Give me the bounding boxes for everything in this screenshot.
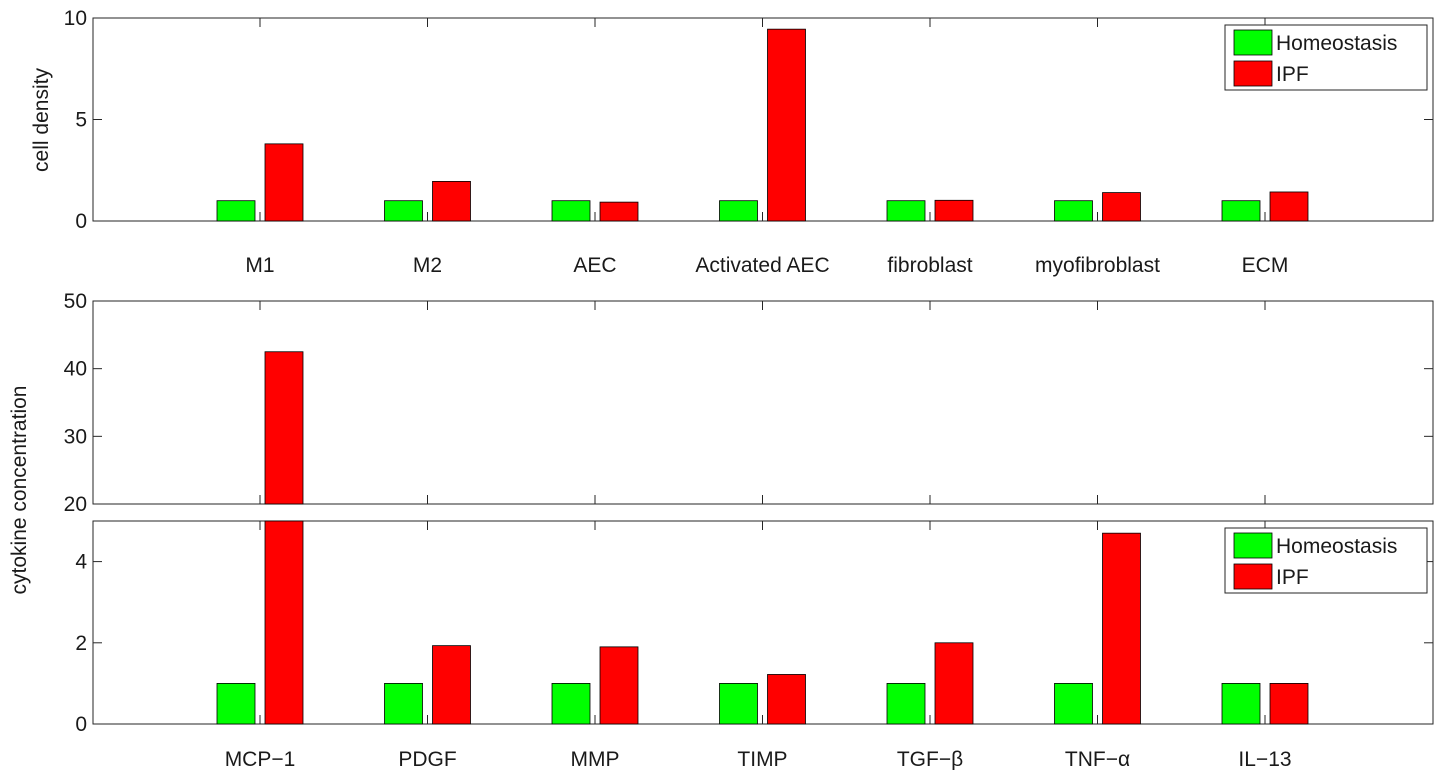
bar-homeostasis-pdgf: [384, 683, 423, 725]
category-label-mmp: MMP: [571, 748, 620, 770]
cell-density-y-tick-labels: 0 5 10: [64, 7, 87, 233]
bar-ipf-mcp-1-lower: [264, 520, 304, 725]
category-label-il-13: IL−13: [1238, 748, 1291, 770]
category-label-tgf: TGF−β: [897, 748, 963, 770]
bar-homeostasis-mcp-1: [216, 683, 256, 725]
legend-label-homeostasis: Homeostasis: [1276, 535, 1397, 558]
cell-density-y-axis-label: cell density: [30, 68, 53, 172]
y-tick-label: 2: [75, 632, 87, 655]
bar-ipf-pdgf: [432, 645, 471, 725]
cytokine-panel: cytokine concentration 0 2 4 20 30 40 50 MCP−1…: [8, 290, 1434, 770]
bar-homeostasis-fibroblast: [886, 200, 926, 222]
bar-ipf-tgf: [934, 642, 974, 725]
y-tick-label: 5: [75, 109, 87, 132]
bar-ipf-mmp: [599, 646, 639, 725]
bar-homeostasis-activated-aec: [719, 200, 758, 222]
category-label-tnf: TNF−α: [1065, 748, 1130, 770]
cytokine-ticks: [93, 300, 1433, 725]
bar-ipf-timp: [767, 674, 806, 725]
y-tick-label: 20: [64, 493, 87, 516]
y-tick-label: 0: [75, 210, 87, 233]
category-label-timp: TIMP: [737, 748, 787, 770]
cell-density-legend: Homeostasis IPF: [1224, 24, 1428, 91]
bar-ipf-m2: [432, 181, 471, 222]
legend-label-homeostasis: Homeostasis: [1276, 32, 1397, 55]
bar-ipf-il-13: [1269, 683, 1309, 725]
cell-density-panel: cell density 0 5 10 M1 M2 AEC Activated AEC fi…: [30, 7, 1434, 277]
category-label-mcp-1: MCP−1: [225, 748, 296, 770]
category-label-activated-aec: Activated AEC: [695, 254, 829, 277]
cytokine-lower-plot-area: [92, 520, 1434, 725]
bar-homeostasis-m2: [384, 200, 423, 222]
category-label-m2: M2: [413, 254, 442, 277]
legend-label-ipf: IPF: [1276, 566, 1309, 589]
cytokine-category-labels: MCP−1 PDGF MMP TIMP TGF−β TNF−α IL−13: [225, 748, 1292, 770]
bar-homeostasis-m1: [216, 200, 256, 222]
bar-homeostasis-ecm: [1221, 200, 1261, 222]
bar-ipf-tnf: [1102, 532, 1141, 725]
bar-homeostasis-il-13: [1221, 683, 1261, 725]
y-tick-label: 50: [64, 290, 87, 313]
bar-homeostasis-tgf: [886, 683, 926, 725]
legend-swatch-homeostasis: [1233, 29, 1273, 56]
category-label-m1: M1: [245, 254, 274, 277]
cytokine-legend: Homeostasis IPF: [1224, 527, 1428, 594]
category-label-fibroblast: fibroblast: [887, 254, 972, 277]
bar-ipf-aec: [599, 201, 639, 222]
category-label-ecm: ECM: [1242, 254, 1289, 277]
bar-homeostasis-mmp: [551, 683, 591, 725]
legend-swatch-ipf: [1233, 60, 1273, 87]
bar-ipf-activated-aec: [767, 28, 806, 222]
bar-ipf-fibroblast: [934, 199, 974, 222]
category-label-myofibroblast: myofibroblast: [1035, 254, 1160, 277]
bar-ipf-myofibroblast: [1102, 192, 1141, 222]
legend-label-ipf: IPF: [1276, 63, 1309, 86]
legend-swatch-ipf: [1233, 563, 1273, 590]
cell-density-bars: [216, 28, 1309, 222]
bar-ipf-ecm: [1269, 191, 1309, 222]
y-tick-label: 10: [64, 7, 87, 30]
bar-homeostasis-tnf: [1054, 683, 1093, 725]
cell-density-plot-area: [92, 17, 1434, 222]
category-label-aec: AEC: [573, 254, 616, 277]
cell-density-ticks: [93, 17, 1433, 222]
bar-ipf-m1: [264, 143, 304, 222]
bar-ipf-mcp-1-upper: [264, 351, 304, 505]
category-label-pdgf: PDGF: [398, 748, 456, 770]
bar-homeostasis-timp: [719, 683, 758, 725]
cytokine-y-axis-label: cytokine concentration: [8, 386, 31, 595]
y-tick-label: 40: [64, 358, 87, 381]
y-tick-label: 0: [75, 713, 87, 736]
cytokine-bars: [216, 351, 1309, 725]
bar-homeostasis-myofibroblast: [1054, 200, 1093, 222]
cytokine-upper-plot-area: [92, 300, 1434, 505]
legend-swatch-homeostasis: [1233, 532, 1273, 559]
bar-homeostasis-aec: [551, 200, 591, 222]
cytokine-y-tick-labels: 0 2 4 20 30 40 50: [64, 290, 88, 736]
y-tick-label: 30: [64, 425, 87, 448]
cell-density-category-labels: M1 M2 AEC Activated AEC fibroblast myofibrobl…: [245, 254, 1288, 277]
y-tick-label: 4: [75, 551, 87, 574]
